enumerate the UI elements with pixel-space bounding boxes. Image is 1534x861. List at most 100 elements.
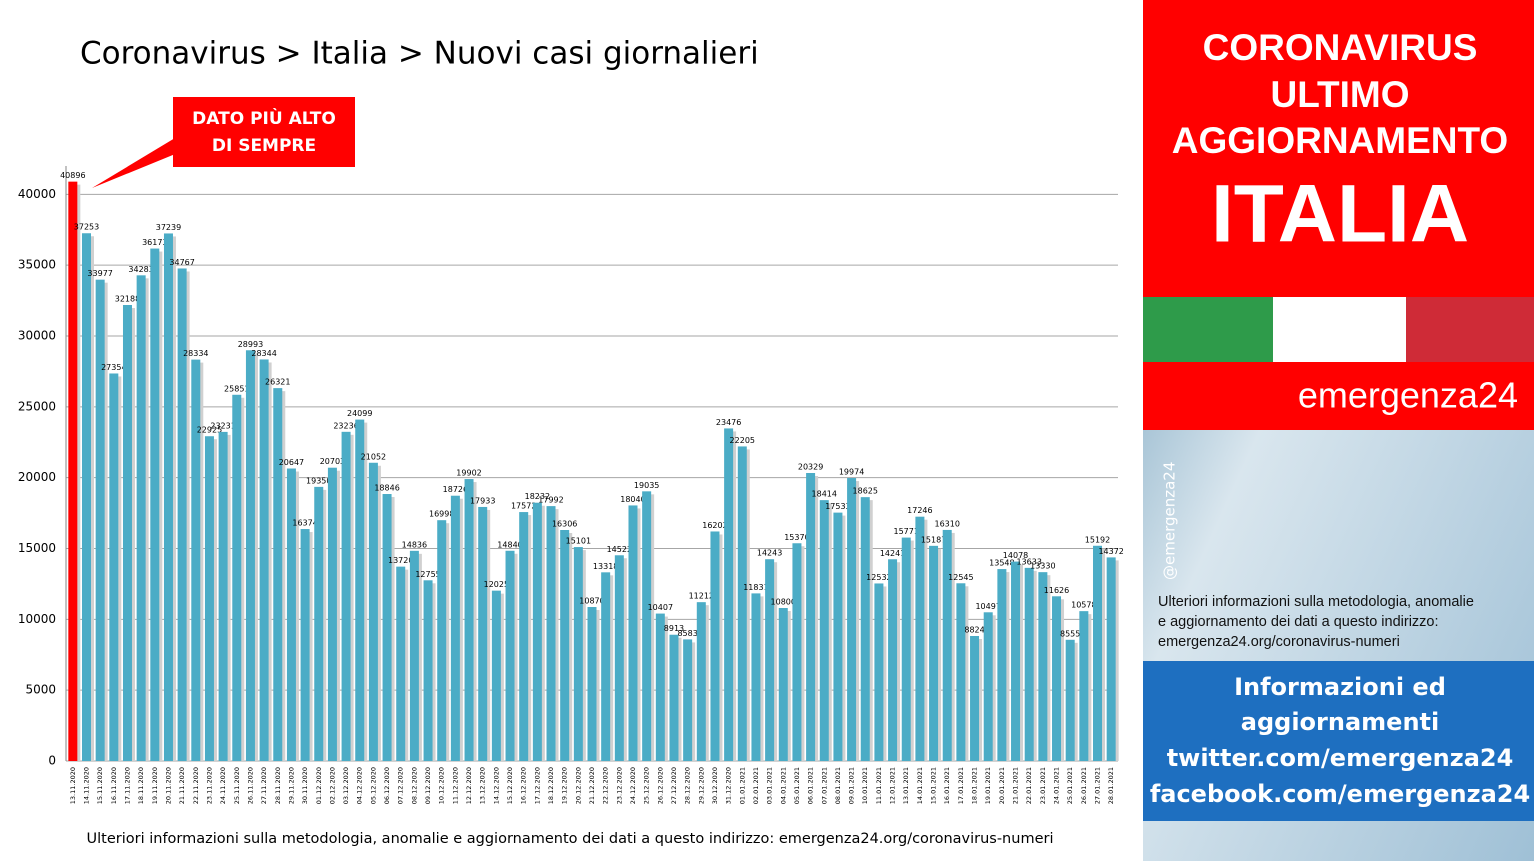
bar [983, 612, 993, 761]
value-label: 19035 [634, 481, 659, 490]
bar [368, 462, 378, 761]
x-tick-label: 05.12.2020 [369, 767, 377, 804]
value-label: 11626 [1044, 586, 1069, 595]
value-label: 18414 [812, 490, 837, 499]
x-tick-label: 08.01.2021 [834, 767, 842, 804]
value-label: 18846 [374, 484, 399, 493]
y-tick-label: 35000 [18, 258, 56, 272]
brand: emergenza24 [1298, 375, 1518, 416]
x-tick-label: 30.11.2020 [301, 767, 309, 804]
bar [614, 555, 624, 761]
x-tick-label: 01.01.2021 [738, 767, 746, 804]
plot: 0 5000 10000 15000 20000 25000 30000 35000 40000… [18, 166, 1124, 804]
x-tick-label: 16.11.2020 [110, 767, 118, 804]
value-label: 10497 [975, 602, 1000, 611]
x-tick-label: 03.01.2021 [766, 767, 774, 804]
bar [327, 467, 337, 761]
chart-note: Ulteriori informazioni sulla metodologia… [87, 831, 1054, 847]
x-tick-label: 11.01.2021 [875, 767, 883, 804]
bar [81, 233, 91, 762]
callout-text: DATO PIÙ ALTO [192, 107, 336, 129]
x-tick-label: 23.11.2020 [205, 767, 213, 804]
bar [437, 520, 447, 761]
value-label: 34767 [169, 258, 194, 267]
bar [341, 431, 351, 761]
panel-header-text: AGGIORNAMENTO [1172, 120, 1508, 161]
value-label: 19902 [456, 469, 481, 478]
bar [942, 529, 952, 761]
bar [915, 516, 925, 761]
x-tick-label: 07.12.2020 [397, 767, 405, 804]
bar [150, 248, 160, 761]
callout-box [173, 97, 355, 167]
x-tick-label: 19.11.2020 [151, 767, 159, 804]
bar [450, 495, 460, 761]
x-tick-label: 17.11.2020 [123, 767, 131, 804]
value-label: 14840 [497, 540, 522, 549]
bar [232, 394, 242, 761]
x-tick-label: 29.12.2020 [697, 767, 705, 804]
x-tick-label: 03.12.2020 [342, 767, 350, 804]
bar [218, 431, 228, 761]
bar [1106, 557, 1116, 761]
bar [546, 506, 556, 761]
x-tick-label: 27.12.2020 [670, 767, 678, 804]
value-label: 14836 [402, 540, 427, 549]
handle: @emergenza24 [1161, 462, 1179, 580]
x-tick-label: 22.01.2021 [1025, 767, 1033, 804]
x-tick-label: 06.12.2020 [383, 767, 391, 804]
x-tick-label: 22.12.2020 [602, 767, 610, 804]
x-tick-label: 28.11.2020 [274, 767, 282, 804]
value-label: 26321 [265, 378, 290, 387]
x-tick-label: 25.01.2021 [1066, 767, 1074, 804]
panel-header-text: ULTIMO [1270, 74, 1409, 115]
bar [1011, 561, 1021, 761]
bar [478, 506, 488, 761]
value-label: 14241 [880, 549, 905, 558]
value-label: 13330 [1030, 562, 1055, 571]
bar [382, 494, 392, 761]
x-tick-label: 14.01.2021 [916, 767, 924, 804]
value-label: 10578 [1071, 601, 1096, 610]
x-tick-label: 09.12.2020 [424, 767, 432, 804]
bar [806, 473, 816, 761]
contacts-box [1143, 661, 1534, 821]
x-tick-label: 16.01.2021 [943, 767, 951, 804]
bar [519, 512, 529, 761]
value-label: 15370 [784, 533, 809, 542]
bar [245, 350, 255, 761]
x-tick-label: 24.11.2020 [219, 767, 227, 804]
bar [792, 543, 802, 761]
x-tick-label: 06.01.2021 [807, 767, 815, 804]
bar [273, 388, 283, 761]
contacts-text: facebook.com/emergenza24 [1150, 780, 1530, 808]
value-label: 15771 [894, 527, 919, 536]
x-tick-label: 28.12.2020 [684, 767, 692, 804]
bar [669, 634, 679, 761]
bar [1065, 639, 1075, 761]
x-tick-label: 27.11.2020 [260, 767, 268, 804]
value-label: 8824 [964, 625, 984, 634]
bar [396, 566, 406, 761]
bar [177, 268, 187, 761]
value-label: 17533 [825, 502, 850, 511]
value-label: 16998 [429, 510, 454, 519]
value-label: 12755 [415, 570, 440, 579]
x-tick-label: 01.12.2020 [315, 767, 323, 804]
x-tick-label: 20.11.2020 [164, 767, 172, 804]
bar [204, 436, 214, 761]
bar [409, 550, 419, 761]
x-tick-label: 31.12.2020 [725, 767, 733, 804]
flag-white [1273, 297, 1406, 362]
bar [95, 279, 105, 761]
x-tick-label: 23.01.2021 [1039, 767, 1047, 804]
x-tick-label: 11.12.2020 [451, 767, 459, 804]
bar [819, 500, 829, 761]
value-label: 19974 [839, 468, 864, 477]
value-label: 37239 [156, 223, 181, 232]
bar [464, 479, 474, 761]
value-label: 8913 [664, 624, 684, 633]
x-tick-label: 20.01.2021 [998, 767, 1006, 804]
y-tick-label: 25000 [18, 399, 56, 413]
bar [259, 359, 269, 761]
